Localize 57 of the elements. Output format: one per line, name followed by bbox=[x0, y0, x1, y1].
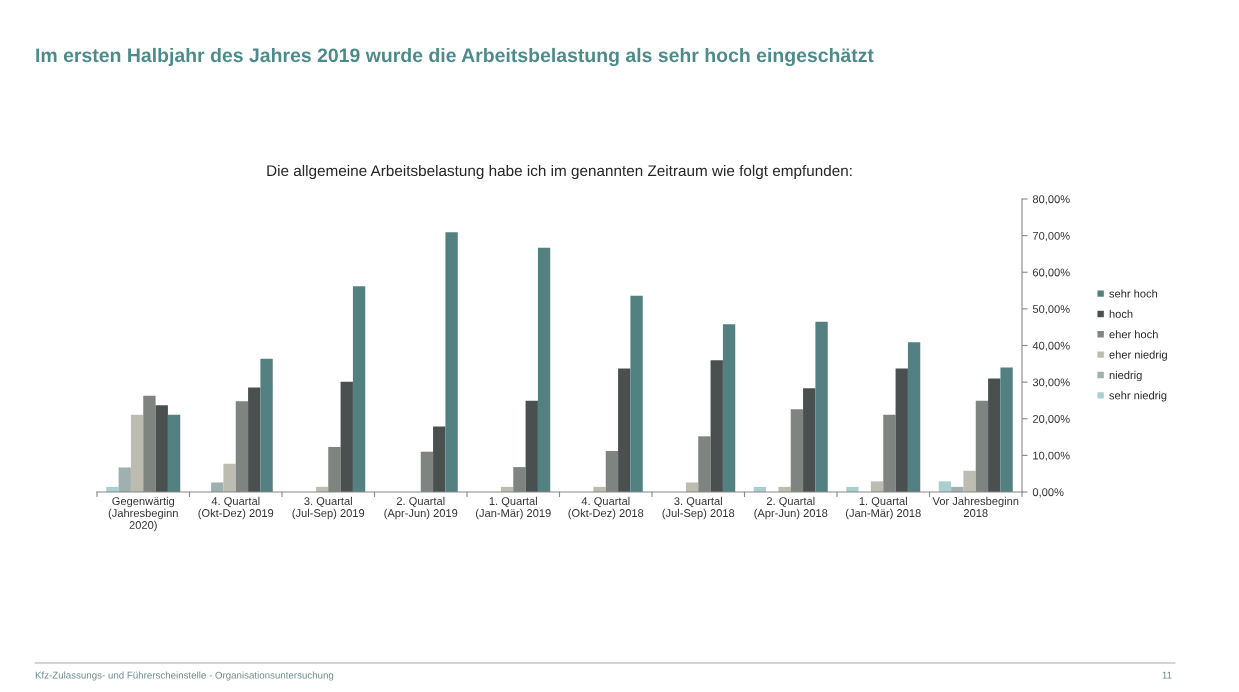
bar bbox=[895, 368, 908, 492]
chart-subtitle: Die allgemeine Arbeitsbelastung habe ich im genannten Zeitraum wie folgt empfunden: bbox=[267, 164, 852, 180]
legend-label: eher hoch bbox=[1109, 330, 1158, 339]
bar bbox=[870, 481, 884, 492]
bar bbox=[907, 342, 921, 492]
legend-label: niedrig bbox=[1109, 370, 1142, 382]
bar bbox=[710, 360, 723, 492]
bar bbox=[223, 463, 236, 492]
bar bbox=[815, 321, 828, 492]
bar bbox=[963, 470, 976, 492]
bar bbox=[433, 426, 446, 492]
bar bbox=[130, 414, 144, 492]
text: 11 bbox=[1162, 671, 1172, 679]
x-tick-label: 3. Quartal (Jul-Sep) 2019 bbox=[292, 496, 365, 520]
bar bbox=[352, 286, 366, 492]
x-tick-label: Vor Jahresbeginn 2018 bbox=[932, 496, 1019, 517]
chart-title: Im ersten Halbjahr des Jahres 2019 wurde die Arbeitsbelastung als sehr hoch eingeschätzt bbox=[36, 47, 874, 67]
bar bbox=[1000, 367, 1013, 492]
y-tick-label: 50,00% bbox=[1032, 305, 1070, 315]
bar bbox=[618, 368, 631, 492]
y-tick-label: 10,00% bbox=[1033, 451, 1070, 461]
x-tick-label: 4. Quartal (Okt-Dez) 2018 bbox=[568, 496, 644, 520]
y-tick-label: 20,00% bbox=[1032, 415, 1070, 425]
legend-label: sehr niedrig bbox=[1109, 391, 1167, 402]
bar bbox=[537, 247, 551, 492]
bar bbox=[445, 232, 458, 492]
bar bbox=[988, 378, 1001, 492]
y-tick-label: 70,00% bbox=[1032, 231, 1070, 242]
bar bbox=[211, 482, 224, 492]
x-tick-label: 1. Quartal (Jan-Mär) 2019 bbox=[475, 496, 551, 520]
x-tick-label: 1. Quartal (Jan-Mär) 2018 bbox=[845, 496, 921, 520]
text: Kfz-Zulassungs- und Führerscheinstelle - Organisationsuntersuchung bbox=[35, 671, 334, 681]
y-tick-label: 0,00% bbox=[1032, 488, 1064, 498]
legend-label: sehr hoch bbox=[1109, 289, 1158, 298]
bar bbox=[525, 400, 538, 492]
y-tick-label: 40,00% bbox=[1032, 341, 1070, 351]
bar bbox=[803, 388, 816, 492]
bar bbox=[685, 482, 699, 492]
bar bbox=[630, 295, 643, 492]
legend-label: hoch bbox=[1109, 309, 1133, 318]
y-tick-label: 30,00% bbox=[1032, 378, 1070, 388]
bar bbox=[155, 405, 168, 492]
x-tick-label: Gegenwärtig (Jahresbeginn 2020) bbox=[108, 496, 178, 532]
bar bbox=[260, 358, 273, 492]
x-tick-label: 4. Quartal (Okt-Dez) 2019 bbox=[198, 496, 274, 520]
bar bbox=[722, 324, 736, 492]
legend-label: eher niedrig bbox=[1109, 350, 1167, 361]
bar bbox=[167, 414, 181, 492]
y-tick-label: 60,00% bbox=[1032, 268, 1070, 278]
x-tick-label: 3. Quartal (Jul-Sep) 2018 bbox=[662, 496, 735, 520]
x-tick-label: 2. Quartal (Apr-Jun) 2018 bbox=[754, 496, 828, 520]
x-tick-label: 2. Quartal (Apr-Jun) 2019 bbox=[384, 496, 458, 520]
bar bbox=[340, 381, 353, 492]
bar bbox=[118, 467, 131, 492]
y-tick-label: 80,00% bbox=[1032, 195, 1070, 205]
bar bbox=[248, 387, 261, 492]
bar bbox=[938, 481, 952, 492]
